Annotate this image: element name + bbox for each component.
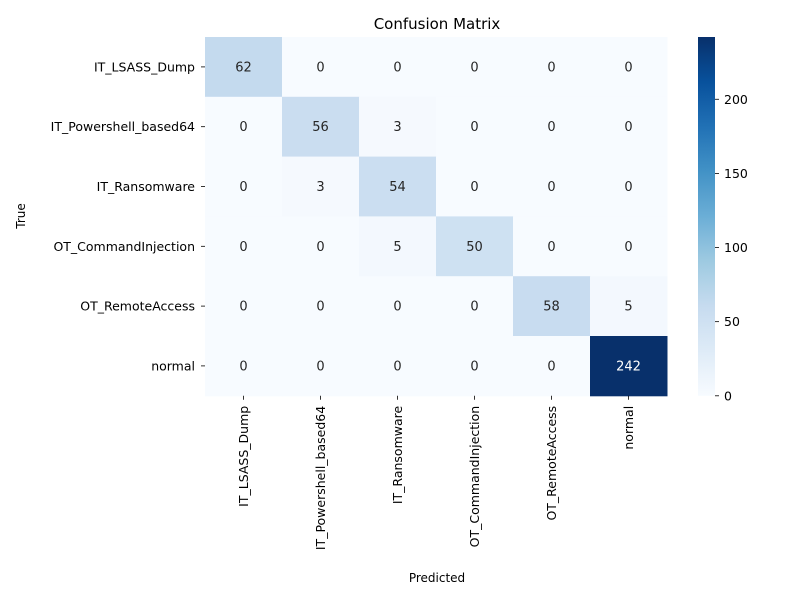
heatmap-cell [359,37,437,98]
cell-value-label: 0 [547,120,555,135]
cell-value-label: 0 [624,180,632,195]
cell-value-label: 0 [547,60,555,75]
x-tick-label: OT_CommandInjection [467,406,482,548]
heatmap-cells: 62 0 0 0 0 00 56 3 0 0 00 3 54 0 0 00 0 5 50 0 00 0 0 0 58 50 0 0 0 0… [205,37,668,397]
heatmap-cell [436,96,514,158]
heatmap-cell [590,156,668,217]
heatmap-cell [205,276,283,337]
cell-value-label: 56 [312,120,329,135]
colorbar-tick-label: 100 [724,240,748,255]
heatmap-cell [436,156,514,217]
heatmap-cell [513,276,591,337]
heatmap-cell [359,276,437,337]
x-tick-label: normal [621,406,636,450]
y-tick-label: normal [151,358,195,373]
heatmap-cell [359,216,437,277]
heatmap-cell [590,37,668,98]
cell-value-label: 0 [470,359,478,374]
heatmap-cell [282,156,360,217]
cell-value-label: 5 [393,240,401,255]
heatmap-cell [359,156,437,217]
cell-value-label: 0 [316,240,324,255]
cell-value-label: 242 [616,359,641,374]
colorbar-tick-label: 50 [724,314,740,329]
heatmap-cell [513,216,591,277]
heatmap-cell [590,336,668,397]
heatmap-cell [205,96,283,158]
heatmap-cell [590,276,668,337]
heatmap-cell [205,216,283,277]
cell-value-label: 0 [316,359,324,374]
colorbar-tick-label: 150 [724,166,748,181]
cell-value-label: 0 [624,60,632,75]
heatmap-cell [436,37,514,98]
cell-value-label: 0 [470,60,478,75]
cell-value-label: 0 [393,60,401,75]
heatmap-cell [436,276,514,337]
chart-title: Confusion Matrix [374,15,501,33]
cell-value-label: 58 [543,300,560,315]
cell-value-label: 0 [316,60,324,75]
cell-value-label: 0 [624,120,632,135]
cell-value-label: 3 [316,180,324,195]
colorbar-tick-label: 200 [724,92,748,107]
cell-value-label: 3 [393,120,401,135]
cell-value-label: 0 [239,120,247,135]
heatmap-cell [205,336,283,397]
cell-value-label: 62 [235,60,252,75]
cell-value-label: 50 [466,240,483,255]
cell-value-label: 0 [547,240,555,255]
cell-value-label: 0 [470,180,478,195]
heatmap-cell [359,96,437,158]
cell-value-label: 0 [547,359,555,374]
heatmap-cell [436,336,514,397]
cell-value-label: 0 [239,240,247,255]
cell-value-label: 0 [624,240,632,255]
cell-value-label: 0 [316,300,324,315]
heatmap-cell [513,156,591,217]
heatmap-cell [590,216,668,277]
colorbar-tick-label: 0 [724,388,732,403]
y-axis-label: True [14,203,28,230]
x-axis-ticks: IT_LSASS_Dump IT_Powershell_based64 IT_Ran… [236,395,636,550]
cell-value-label: 54 [389,180,406,195]
x-tick-label: IT_LSASS_Dump [236,406,251,507]
y-tick-label: IT_LSASS_Dump [94,59,195,74]
heatmap-cell [513,336,591,397]
cell-value-label: 0 [470,300,478,315]
y-tick-label: OT_CommandInjection [53,239,195,254]
x-tick-label: OT_RemoteAccess [544,406,559,521]
cell-value-label: 0 [470,120,478,135]
cell-value-label: 0 [239,180,247,195]
y-tick-label: OT_RemoteAccess [80,299,195,314]
heatmap-cell [282,37,360,98]
x-axis-label: Predicted [409,571,465,585]
heatmap-cell [513,96,591,158]
heatmap-cell [282,96,360,158]
y-axis-ticks: IT_LSASS_Dump IT_Powershell_based64 IT_Ran… [51,59,205,373]
heatmap-cell [359,336,437,397]
heatmap-cell [282,216,360,277]
cell-value-label: 0 [393,359,401,374]
cell-value-label: 0 [547,180,555,195]
cell-value-label: 0 [239,359,247,374]
y-tick-label: IT_Ransomware [97,179,196,194]
heatmap-cell [590,96,668,158]
colorbar: 0 50 100 150 200 [698,37,748,403]
x-tick-label: IT_Ransomware [390,405,405,504]
heatmap-cell [205,37,283,98]
heatmap-cell [205,156,283,217]
cell-value-label: 0 [239,300,247,315]
heatmap-cell [513,37,591,98]
heatmap-cell [282,276,360,337]
heatmap-cell [282,336,360,397]
heatmap-cell [436,216,514,277]
x-tick-label: IT_Powershell_based64 [313,406,328,550]
colorbar-gradient [698,37,715,396]
cell-value-label: 0 [393,300,401,315]
y-tick-label: IT_Powershell_based64 [51,119,195,134]
cell-value-label: 5 [624,300,632,315]
